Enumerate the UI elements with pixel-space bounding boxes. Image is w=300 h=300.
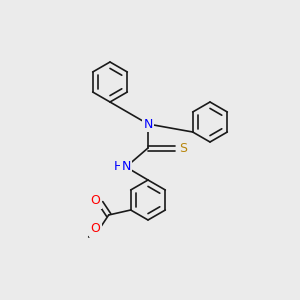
Text: H: H xyxy=(113,160,123,173)
Text: N: N xyxy=(143,118,153,130)
Text: O: O xyxy=(91,223,100,236)
Text: N: N xyxy=(121,160,131,173)
Text: O: O xyxy=(91,194,100,208)
Text: S: S xyxy=(179,142,187,154)
